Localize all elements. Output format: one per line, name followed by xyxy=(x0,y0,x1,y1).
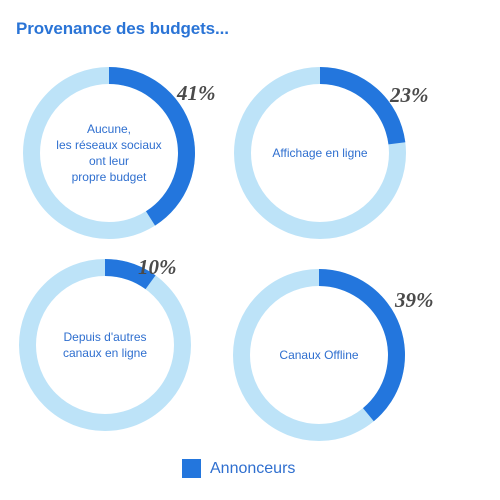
legend-swatch xyxy=(182,459,201,478)
donut-value-slice xyxy=(105,259,156,290)
donut-center-label: Depuis d'autres xyxy=(63,330,146,344)
donut-center-label: ont leur xyxy=(89,154,129,168)
donut-value-slice xyxy=(109,67,195,226)
donut-center-label: Affichage en ligne xyxy=(272,146,368,160)
donut-chart-4: Canaux Offline 39% xyxy=(233,269,434,441)
donut-chart-2: Affichage en ligne 23% xyxy=(234,67,429,239)
donut-chart-3: Depuis d'autres canaux en ligne 10% xyxy=(19,255,191,431)
chart-title: Provenance des budgets... xyxy=(16,19,229,38)
legend-label: Annonceurs xyxy=(210,459,296,477)
donut-center-label: propre budget xyxy=(72,170,147,184)
donut-center-label: Canaux Offline xyxy=(279,348,358,362)
donut-value-slice xyxy=(319,269,405,422)
donut-percent-label: 10% xyxy=(138,255,177,279)
donut-chart-1: Aucune, les réseaux sociaux ont leur propre… xyxy=(23,67,216,239)
donut-percent-label: 23% xyxy=(389,83,429,107)
donut-center-label: canaux en ligne xyxy=(63,346,147,360)
donut-center-label: Aucune, xyxy=(87,122,131,136)
donut-value-slice xyxy=(320,67,406,145)
donut-percent-label: 39% xyxy=(394,288,434,312)
legend: Annonceurs xyxy=(182,459,295,478)
donut-remainder-slice xyxy=(19,259,191,431)
donut-center-label: les réseaux sociaux xyxy=(56,138,161,152)
donut-percent-label: 41% xyxy=(176,81,216,105)
